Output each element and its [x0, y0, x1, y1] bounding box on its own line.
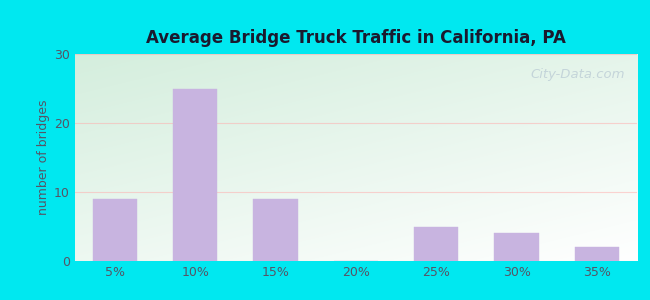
Bar — [254, 199, 298, 261]
Bar — [495, 233, 539, 261]
Y-axis label: number of bridges: number of bridges — [37, 100, 50, 215]
Bar — [575, 247, 619, 261]
Bar — [173, 88, 217, 261]
Bar — [93, 199, 137, 261]
Text: City-Data.com: City-Data.com — [530, 68, 625, 82]
Title: Average Bridge Truck Traffic in California, PA: Average Bridge Truck Traffic in Californ… — [146, 29, 566, 47]
Bar — [414, 226, 458, 261]
